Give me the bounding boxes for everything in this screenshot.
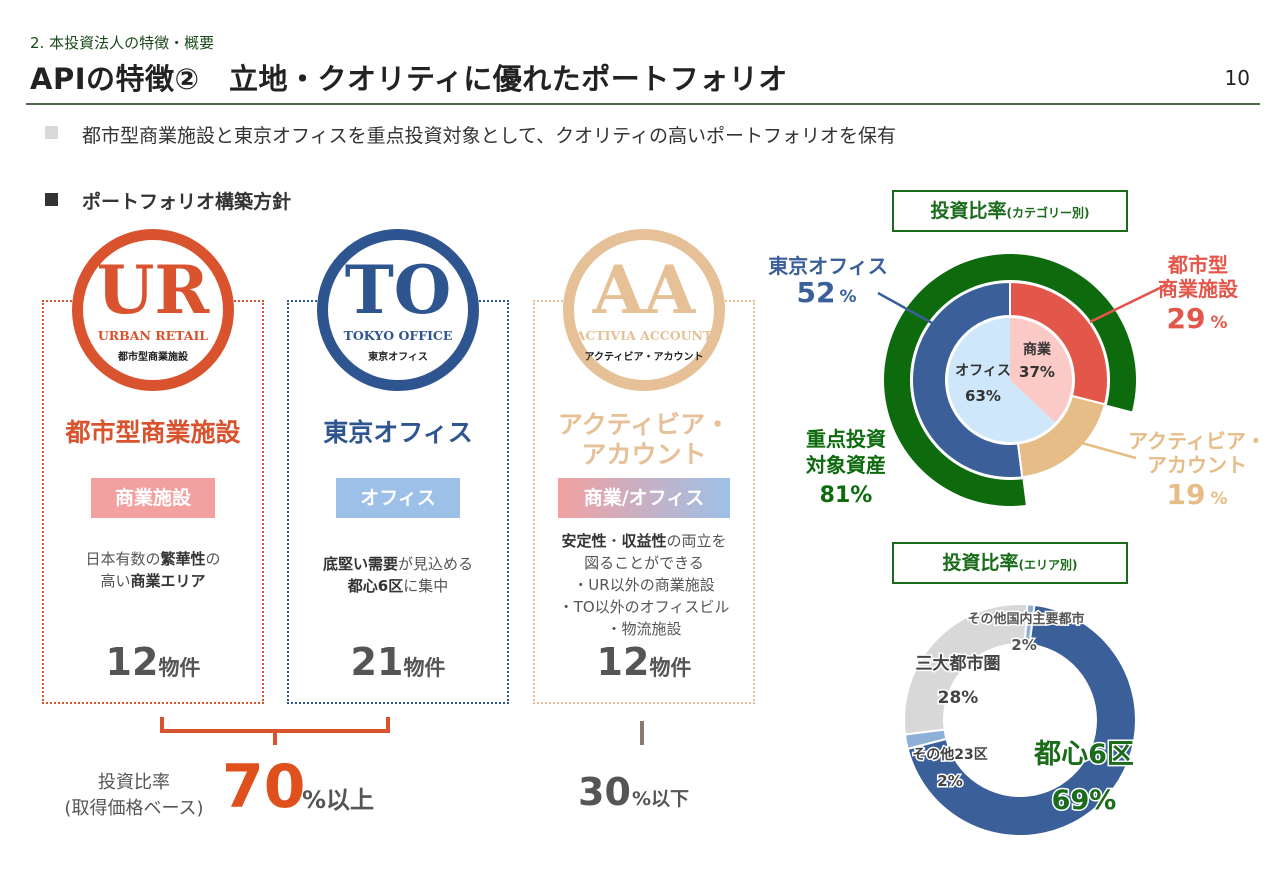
tokyo-office-title: 東京オフィス (323, 418, 473, 447)
urban-retail-title: 都市型商業施設 (65, 418, 241, 447)
inner-office-label: オフィス (955, 363, 1011, 379)
urban-retail-unit: % (1210, 313, 1227, 333)
activia-account-leader (1077, 440, 1137, 460)
tokyo-office-logo: TO TOKYO OFFICE 東京オフィス (317, 229, 479, 391)
inner-shop-label: 商業 (1023, 341, 1052, 358)
focus-assets-label-1: 重点投資 (806, 427, 886, 451)
aa-ratio-suffix: %以下 (632, 788, 690, 810)
activia-account-slice (1016, 394, 1107, 479)
tokyo-office-property-count: 21物件 (350, 640, 446, 684)
page-number: 10 (1224, 66, 1250, 90)
urban-retail-logo-code: UR (96, 251, 210, 329)
ur-to-bracket-stem (273, 733, 277, 745)
urban-retail-leader (1089, 282, 1169, 324)
tokyo-office-label: 東京オフィス (768, 254, 888, 278)
urban-retail-tag: 商業施設 (91, 478, 215, 518)
tokyo-office-value: 52 (797, 276, 836, 309)
category-chart-title: 投資比率(カテゴリー別) (892, 190, 1128, 232)
ur-to-bracket (160, 717, 390, 733)
focus-assets-label-2: 対象資産 (805, 453, 886, 477)
aa-bracket-stem (640, 721, 644, 745)
tokyo-office-slice (911, 280, 1024, 479)
tokyo-office-unit: % (839, 287, 856, 307)
inner-office-value: 63% (965, 387, 1001, 405)
tokyo-office-logo-en: TOKYO OFFICE (343, 328, 453, 343)
activia-account-label-1: アクティビア・ (1128, 429, 1266, 453)
ratio-label: 投資比率 (取得価格ベース) (64, 772, 204, 819)
inner-office-slice (948, 318, 1056, 442)
aa-ratio-value: 30 (578, 770, 631, 814)
activia-account-label-2: アカウント (1147, 453, 1247, 477)
lead-bullet-icon (45, 126, 58, 139)
activia-account-tag: 商業/オフィス (558, 478, 730, 518)
urban-retail-logo-jp: 都市型商業施設 (118, 352, 188, 363)
area-chart-title: 投資比率(エリア別) (892, 542, 1128, 584)
activia-account-logo-jp: アクティビア・アカウント (584, 352, 704, 363)
activia-account-logo-code: AA (592, 251, 696, 329)
other23-label: その他23区 (912, 746, 987, 763)
activia-account-description: 安定性・収益性の両立を 図ることができる ・UR以外の商業施設 ・TO以外のオフィスビ… (558, 532, 730, 638)
other-cities-value: 2% (1011, 636, 1036, 654)
tokyo-office-logo-code: TO (344, 251, 452, 329)
tokyo-office-tag: オフィス (336, 478, 460, 518)
activia-account-logo-en: ACTIVIA ACCOUNT (575, 328, 713, 343)
ur-to-ratio-value: 70 (222, 752, 306, 822)
lead-text: 都市型商業施設と東京オフィスを重点投資対象として、クオリティの高いポートフォリオ… (82, 125, 896, 147)
page-title: APIの特徴② 立地・クオリティに優れたポートフォリオ (30, 62, 788, 96)
three-metro-slice (903, 603, 1029, 736)
tokyo-office-logo-jp: 東京オフィス (368, 352, 428, 363)
area-chart: その他国内主要都市 2% 三大都市圏 28% その他23区 2% 都心6区 69% (903, 602, 1137, 837)
policy-bullet-icon (45, 193, 58, 206)
other-cities-label: その他国内主要都市 (967, 611, 1084, 627)
urban-retail-label-2: 商業施設 (1158, 277, 1239, 301)
activia-account-value: 19 (1167, 478, 1206, 511)
other23-value: 2% (937, 772, 962, 790)
central6-label: 都心6区 (1033, 739, 1134, 770)
ur-to-ratio-suffix: %以上 (302, 786, 375, 814)
inner-shop-value: 37% (1019, 363, 1055, 381)
tokyo-office-description: 底堅い需要が見込める 都心6区に集中 (322, 555, 474, 595)
section-label: 2. 本投資法人の特徴・概要 (30, 34, 215, 52)
activia-account-logo: AA ACTIVIA ACCOUNT アクティビア・アカウント (563, 229, 725, 391)
activia-account-title: アクティビア・ アカウント (557, 410, 731, 469)
focus-assets-value: 81% (820, 483, 873, 508)
urban-retail-property-count: 12物件 (105, 640, 201, 684)
three-metro-label: 三大都市圏 (916, 653, 1001, 674)
urban-retail-logo: UR URBAN RETAIL 都市型商業施設 (72, 229, 234, 391)
central6-value: 69% (1052, 785, 1117, 816)
title-divider (26, 103, 1260, 105)
central6-slice (906, 603, 1137, 837)
activia-account-unit: % (1210, 489, 1227, 509)
inner-shop-slice (1010, 318, 1072, 423)
three-metro-value: 28% (938, 688, 979, 708)
urban-retail-logo-en: URBAN RETAIL (97, 328, 209, 343)
tokyo-office-leader (877, 291, 933, 325)
activia-account-property-count: 12物件 (596, 640, 692, 684)
urban-retail-description: 日本有数の繁華性の 高い商業エリア (85, 550, 221, 590)
urban-retail-label-1: 都市型 (1167, 253, 1228, 277)
urban-retail-value: 29 (1167, 302, 1206, 335)
policy-title: ポートフォリオ構築方針 (82, 191, 292, 213)
